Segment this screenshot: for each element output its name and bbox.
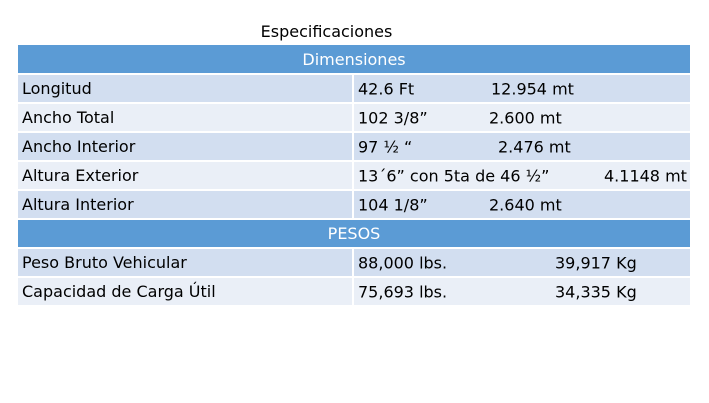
- row-label: Longitud: [18, 74, 354, 104]
- row-label: Altura Exterior: [18, 161, 354, 191]
- row-value-cell: 13´6” con 5ta de 46 ½” 4.1148 mt: [353, 161, 691, 191]
- row-value-cell: 88,000 lbs. 39,917 Kg: [353, 248, 691, 278]
- row-value-cell: 104 1/8” 2.640 mt: [353, 190, 691, 220]
- row-label: Capacidad de Carga Útil: [18, 277, 354, 307]
- value-metric: 2.476 mt: [498, 137, 571, 156]
- value-metric: 4.1148 mt: [604, 166, 687, 185]
- value-imperial: 75,693 lbs.: [358, 282, 448, 301]
- value-metric: 12.954 mt: [491, 79, 574, 98]
- row-label: Peso Bruto Vehicular: [18, 248, 354, 278]
- section-title: PESOS: [18, 219, 691, 249]
- table-row: Altura Exterior 13´6” con 5ta de 46 ½” 4…: [18, 161, 691, 191]
- section-header-pesos: PESOS: [18, 219, 691, 249]
- value-metric: 2.640 mt: [489, 195, 562, 214]
- table-row: Peso Bruto Vehicular 88,000 lbs. 39,917 …: [18, 248, 691, 278]
- table-row: Ancho Total 102 3/8” 2.600 mt: [18, 103, 691, 133]
- value-imperial: 102 3/8”: [358, 108, 428, 127]
- page-title: Especificaciones: [260, 22, 393, 41]
- row-value-cell: 102 3/8” 2.600 mt: [353, 103, 691, 133]
- value-metric: 39,917 Kg: [555, 253, 637, 272]
- section-header-dimensiones: Dimensiones: [18, 45, 691, 75]
- table-row: Altura Interior 104 1/8” 2.640 mt: [18, 190, 691, 220]
- value-metric: 34,335 Kg: [555, 282, 637, 301]
- value-imperial: 88,000 lbs.: [358, 253, 448, 272]
- specifications-table: Dimensiones Longitud 42.6 Ft 12.954 mt A…: [18, 45, 691, 307]
- row-value-cell: 42.6 Ft 12.954 mt: [353, 74, 691, 104]
- row-label: Ancho Total: [18, 103, 354, 133]
- section-title: Dimensiones: [18, 45, 691, 75]
- value-imperial: 42.6 Ft: [358, 79, 415, 98]
- row-value-cell: 97 ½ “ 2.476 mt: [353, 132, 691, 162]
- row-label: Ancho Interior: [18, 132, 354, 162]
- row-value-cell: 75,693 lbs. 34,335 Kg: [353, 277, 691, 307]
- table-row: Longitud 42.6 Ft 12.954 mt: [18, 74, 691, 104]
- value-imperial: 13´6” con 5ta de 46 ½”: [358, 166, 550, 185]
- value-imperial: 104 1/8”: [358, 195, 428, 214]
- row-label: Altura Interior: [18, 190, 354, 220]
- value-imperial: 97 ½ “: [358, 137, 413, 156]
- value-metric: 2.600 mt: [489, 108, 562, 127]
- table-row: Capacidad de Carga Útil 75,693 lbs. 34,3…: [18, 277, 691, 307]
- table-row: Ancho Interior 97 ½ “ 2.476 mt: [18, 132, 691, 162]
